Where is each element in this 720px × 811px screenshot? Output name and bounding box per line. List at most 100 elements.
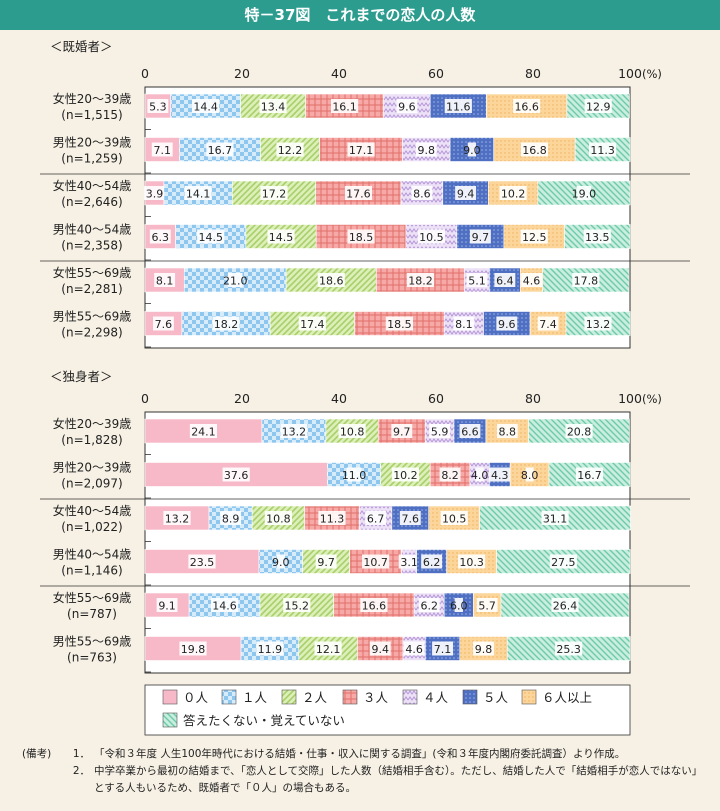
bar-row: 女性55～69歳 (n=2,281) 8.1 21.0 18.6 18.2 5.1 6.4 4.… bbox=[40, 260, 690, 304]
bar-label-bg bbox=[210, 598, 239, 612]
x-tick-label: 40 bbox=[331, 391, 347, 406]
bar-value-label: 17.2 bbox=[262, 188, 287, 201]
x-tick-label: 0 bbox=[141, 391, 149, 406]
bar-label-bg bbox=[584, 316, 612, 331]
bar-label-bg bbox=[369, 641, 391, 656]
category-n-label: (n=2,298) bbox=[61, 326, 122, 340]
bar-value-label: 17.8 bbox=[574, 275, 599, 288]
bar-label-bg bbox=[418, 598, 440, 612]
category-label: 女性40～54歳 bbox=[53, 503, 132, 518]
bar-value-label: 18.5 bbox=[349, 231, 374, 244]
bar-label-bg bbox=[362, 554, 390, 569]
bar-label-bg bbox=[314, 641, 342, 656]
bar-label-bg bbox=[222, 467, 250, 482]
bar-label-bg bbox=[149, 229, 171, 244]
bar-value-label: 27.5 bbox=[551, 556, 576, 569]
bar-value-label: 8.1 bbox=[455, 318, 473, 331]
bar-value-label: 7.4 bbox=[539, 318, 557, 331]
bar-value-label: 37.6 bbox=[224, 469, 249, 482]
bar-value-label: 9.7 bbox=[393, 426, 411, 439]
bar-value-label: 10.5 bbox=[419, 231, 444, 244]
bar-value-label: 18.5 bbox=[387, 318, 412, 331]
category-n-label: (n=787) bbox=[67, 607, 117, 621]
legend-item: 答えたくない・覚えていない bbox=[162, 712, 345, 728]
bar-value-label: 16.6 bbox=[514, 101, 539, 114]
bar-value-label: 9.4 bbox=[457, 188, 475, 201]
bar-value-label: 12.5 bbox=[522, 231, 547, 244]
legend-label: ５人 bbox=[483, 690, 509, 705]
plot-frame bbox=[144, 411, 631, 674]
bar-label-bg bbox=[551, 598, 579, 612]
bar-value-label: 7.1 bbox=[434, 643, 452, 656]
category-n-label: (n=2,646) bbox=[61, 195, 122, 209]
bar-label-bg bbox=[256, 641, 284, 656]
bar-segment bbox=[245, 224, 317, 249]
category-label: 女性20～39歳 bbox=[53, 91, 132, 106]
bar-value-label: 9.8 bbox=[475, 643, 493, 656]
bar-value-label: 11.3 bbox=[590, 144, 615, 157]
legend-label: １人 bbox=[242, 690, 268, 705]
bar-label-bg bbox=[496, 424, 518, 438]
bar-label-bg bbox=[220, 511, 242, 525]
x-tick-label: 80 bbox=[525, 391, 541, 406]
bar-value-label: 6.4 bbox=[496, 275, 514, 288]
bar-label-bg bbox=[347, 142, 375, 157]
legend-swatch bbox=[162, 712, 178, 728]
bar-value-label: 18.2 bbox=[214, 318, 239, 331]
bar-label-bg bbox=[317, 273, 345, 287]
bar-value-label: 11.0 bbox=[342, 469, 367, 482]
note-number: 1． bbox=[72, 748, 90, 760]
category-label: 女性40～54歳 bbox=[53, 178, 132, 193]
bar-label-bg bbox=[338, 424, 366, 438]
bar-value-label: 6.2 bbox=[423, 556, 441, 569]
bar-value-label: 7.6 bbox=[155, 318, 173, 331]
bar-value-label: 7.6 bbox=[402, 513, 420, 526]
category-n-label: (n=1,515) bbox=[61, 108, 122, 122]
x-tick-label: 100 bbox=[618, 391, 642, 406]
bar-label-bg bbox=[575, 467, 604, 482]
bar-value-label: 8.6 bbox=[413, 188, 431, 201]
bar-label-bg bbox=[555, 641, 583, 656]
bar-value-label: 13.2 bbox=[165, 513, 190, 526]
bar-value-label: 13.2 bbox=[586, 318, 611, 331]
bar-value-label: 15.2 bbox=[285, 600, 310, 613]
bar-value-label: 21.0 bbox=[223, 275, 248, 288]
bar-value-label: 5.1 bbox=[468, 275, 486, 288]
bar-label-bg bbox=[406, 273, 435, 287]
legend-swatch bbox=[162, 689, 178, 705]
bar-row: 男性40～54歳 (n=1,146) 23.5 9.0 9.7 10.7 3.1 6.2 10.… bbox=[53, 548, 631, 586]
bar-value-label: 10.7 bbox=[363, 556, 388, 569]
bar-label-bg bbox=[318, 511, 346, 525]
bar-value-label: 9.6 bbox=[398, 101, 416, 114]
bar-value-label: 9.7 bbox=[317, 556, 335, 569]
bar-label-bg bbox=[188, 554, 216, 569]
bar-row: 男性20～39歳 (n=2,097) 37.6 11.0 10.2 8.2 4.0 4.3 8.… bbox=[53, 461, 631, 499]
bar-label-bg bbox=[152, 316, 174, 331]
note-head bbox=[22, 763, 66, 797]
bar-segment bbox=[429, 93, 487, 119]
bar-label-bg bbox=[584, 99, 612, 113]
bar-label-bg bbox=[206, 142, 234, 157]
bar-label-bg bbox=[499, 186, 527, 200]
bar-row: 男性20～39歳 (n=1,259) 7.1 16.7 12.2 17.1 9.8 9.0 16… bbox=[53, 136, 631, 174]
category-label: 男性40～54歳 bbox=[53, 223, 132, 237]
bar-value-label: 9.7 bbox=[472, 231, 490, 244]
bar-label-bg bbox=[417, 229, 445, 244]
bar-row: 女性55～69歳 (n=787) 9.1 14.6 15.2 16.6 6.2 6.0 5.7 2… bbox=[40, 585, 690, 629]
bar-value-label: 6.7 bbox=[367, 513, 385, 526]
bar-label-bg bbox=[469, 229, 491, 244]
x-tick-label: 20 bbox=[234, 66, 250, 81]
legend-swatch bbox=[402, 689, 418, 705]
bar-row: 女性40～54歳 (n=2,646) 3.9 14.1 17.2 17.6 8.6 9.4 10… bbox=[40, 173, 690, 217]
bar-label-bg bbox=[520, 142, 549, 157]
bar-label-bg bbox=[415, 142, 437, 157]
category-label: 女性55～69歳 bbox=[53, 265, 132, 280]
bar-value-label: 10.8 bbox=[340, 426, 365, 439]
bar-segment bbox=[302, 549, 350, 574]
bar-value-label: 10.2 bbox=[393, 469, 418, 482]
legend-label: ４人 bbox=[423, 690, 449, 705]
bar-value-label: 13.4 bbox=[261, 101, 286, 114]
bar-value-label: 6.3 bbox=[152, 231, 170, 244]
bar-label-bg bbox=[525, 467, 534, 482]
bar-value-label: 5.7 bbox=[478, 600, 496, 613]
